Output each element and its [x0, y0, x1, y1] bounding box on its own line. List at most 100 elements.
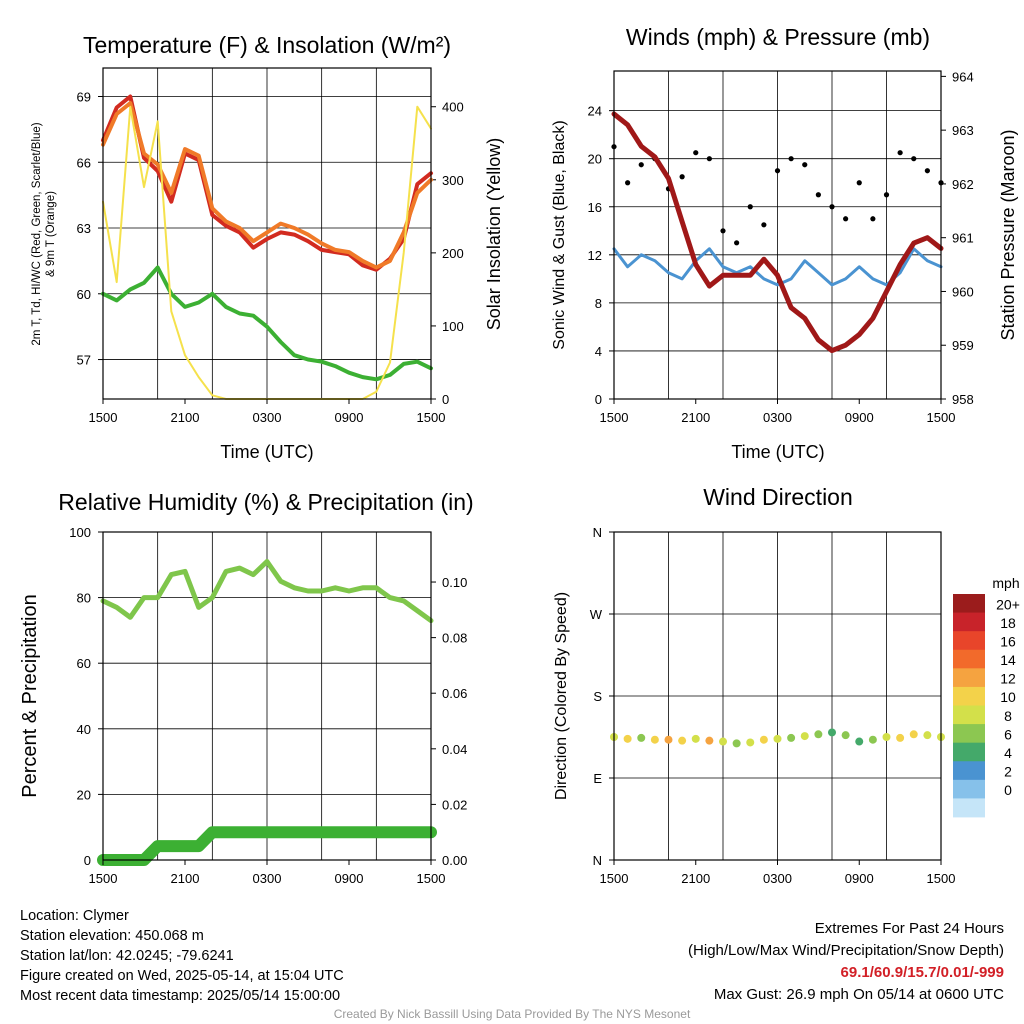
wind-gust-point: [883, 192, 890, 198]
dir-point: [896, 733, 905, 742]
wind-y2tick-label: 960: [952, 284, 974, 299]
temp-ytick-label: 66: [77, 155, 91, 170]
location-text: Location: Clymer: [20, 908, 129, 924]
rh-y2tick-label: 0.06: [442, 686, 467, 701]
rh-y2tick-label: 0.04: [442, 742, 467, 757]
extremes-values: 69.1/60.9/15.7/0.01/-999: [840, 964, 1004, 981]
speed-legend-label: 0: [1004, 782, 1012, 798]
rh-ytick-label: 100: [69, 525, 91, 540]
dir-point: [691, 734, 700, 743]
temp-x-axis-title: Time (UTC): [220, 442, 313, 462]
wind-y2tick-label: 964: [952, 69, 974, 84]
rh-ytick-label: 20: [77, 787, 91, 802]
temp-xtick-label: 0900: [335, 410, 364, 425]
dir-point: [664, 735, 673, 744]
dir-xtick-label: 1500: [927, 871, 956, 886]
rh-ytick-label: 80: [77, 591, 91, 606]
wind-y2-axis-title: Station Pressure (Maroon): [998, 129, 1018, 340]
speed-legend-swatch: [953, 705, 985, 725]
temp-xtick-label: 0300: [253, 410, 282, 425]
rh-y2tick-label: 0.08: [442, 631, 467, 646]
rh-ytick-label: 0: [84, 853, 91, 868]
wind-ytick-label: 20: [588, 152, 602, 167]
temp-xtick-label: 1500: [89, 410, 118, 425]
wind-y2tick-label: 962: [952, 177, 974, 192]
wind-chart-title: Winds (mph) & Pressure (mb): [626, 24, 930, 50]
temp-ytick-label: 60: [77, 287, 91, 302]
wind-gust-point: [625, 180, 631, 186]
speed-legend-swatch: [953, 594, 985, 613]
wind-gust-point: [870, 216, 876, 222]
wind-y-axis-title: Sonic Wind & Gust (Blue, Black): [551, 120, 568, 349]
station-info: Location: Clymer Station elevation: 450.…: [20, 906, 344, 1006]
temp-ytick-label: 69: [77, 89, 91, 104]
rh-y-axis-title: Percent & Precipitation: [19, 594, 41, 797]
temp-y2tick-label: 400: [442, 100, 464, 115]
speed-legend-swatch: [953, 668, 985, 688]
speed-legend-swatch: [953, 631, 985, 651]
dir-xtick-label: 0900: [845, 871, 874, 886]
dir-xtick-label: 0300: [763, 871, 792, 886]
max-gust-text: Max Gust: 26.9 mph On 05/14 at 0600 UTC: [713, 986, 1004, 1003]
dir-point: [787, 733, 796, 742]
temp-ytick-label: 63: [77, 221, 91, 236]
speed-legend-title: mph: [992, 575, 1019, 591]
wind-series-sonic_wind: [612, 247, 943, 287]
wind-ytick-label: 12: [588, 248, 602, 263]
temp-chart-title: Temperature (F) & Insolation (W/m²): [83, 32, 451, 58]
temp-series-dewpoint: [101, 265, 433, 382]
wind-gust-point: [802, 162, 808, 168]
rh-y2tick-label: 0.02: [442, 797, 467, 812]
dir-xtick-label: 1500: [600, 871, 629, 886]
wind-gust-point: [706, 156, 712, 162]
wind-gust-point: [747, 204, 753, 210]
speed-legend-swatch: [953, 742, 985, 762]
dir-point: [814, 730, 823, 739]
wind-gust-point: [897, 150, 903, 156]
dir-point: [746, 738, 755, 747]
wind-gust-point: [774, 168, 781, 174]
speed-legend-label: 18: [1000, 615, 1016, 631]
wind-gust-point: [720, 228, 726, 234]
extremes-heading: Extremes For Past 24 Hours: [814, 920, 1004, 937]
wind-ytick-label: 0: [595, 392, 602, 407]
temp-y2tick-label: 200: [442, 246, 464, 261]
wind-gust-point: [638, 162, 644, 168]
dir-point: [773, 734, 782, 743]
dir-ytick-label: E: [593, 771, 602, 786]
rh-xtick-label: 0900: [335, 871, 364, 886]
speed-legend-label: 16: [1000, 633, 1016, 649]
elevation-text: Station elevation: 450.068 m: [20, 928, 204, 944]
speed-legend-swatch: [953, 779, 985, 799]
wind-xtick-label: 2100: [681, 410, 710, 425]
dir-point: [923, 731, 932, 740]
wind-gust-point: [734, 240, 740, 246]
speed-legend-label: 12: [1000, 671, 1016, 687]
dir-point: [719, 737, 727, 746]
rh-xtick-label: 0300: [253, 871, 282, 886]
dir-point: [732, 739, 741, 748]
wind-xtick-label: 0300: [763, 410, 792, 425]
speed-legend-label: 2: [1004, 764, 1012, 780]
wind-gust-point: [911, 156, 917, 162]
dir-y-axis-title: Direction (Colored By Speed): [553, 592, 570, 800]
wind-y2tick-label: 961: [952, 231, 974, 246]
temp-y2tick-label: 100: [442, 319, 464, 334]
wind-gust-point: [761, 222, 767, 228]
wind-gust-point: [788, 156, 794, 162]
wind-gust-point: [924, 168, 930, 174]
temp-y-axis-title-line1: 2m T, Td, HI/WC (Red, Green, Scarlet/Blu…: [31, 122, 43, 345]
recent-text: Most recent data timestamp: 2025/05/14 1…: [20, 988, 341, 1004]
rh-chart-title: Relative Humidity (%) & Precipitation (i…: [58, 489, 473, 515]
wind-gust-point: [679, 174, 685, 180]
dir-ytick-label: N: [593, 853, 602, 868]
rh-series-precip: [97, 826, 437, 866]
temp-y-axis-title-line2: & 9m T (Orange): [45, 191, 57, 277]
dir-point: [882, 733, 891, 741]
speed-legend: mph 20+ 18 16 14 12 10 8 6 4 2 0: [953, 575, 1020, 818]
wind-ytick-label: 16: [588, 200, 602, 215]
extremes-subheading: (High/Low/Max Wind/Precipitation/Snow De…: [688, 942, 1004, 959]
wind-y2tick-label: 958: [952, 392, 974, 407]
wind-xtick-label: 1500: [927, 410, 956, 425]
temp-xtick-label: 1500: [417, 410, 446, 425]
